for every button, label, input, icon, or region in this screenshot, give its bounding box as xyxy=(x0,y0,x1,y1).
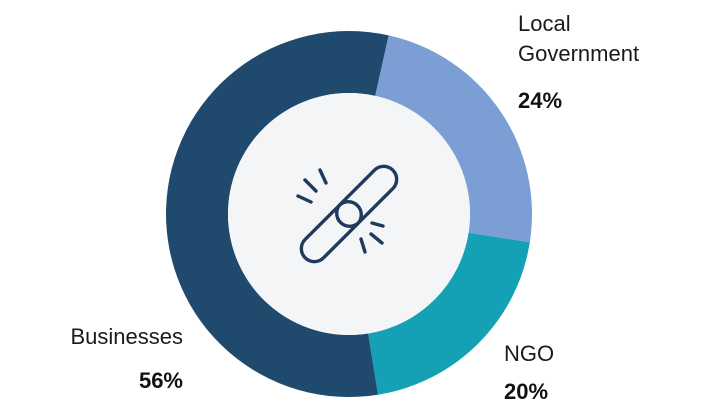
chain-link-icon xyxy=(296,164,399,264)
slice-label-ngo: NGO xyxy=(504,341,554,366)
slice-value-ngo: 20% xyxy=(504,379,548,404)
donut-center xyxy=(228,93,470,335)
slice-ngo xyxy=(368,232,530,395)
slice-local-government xyxy=(375,35,532,243)
slice-businesses xyxy=(166,30,389,397)
donut-slices xyxy=(166,30,532,397)
slice-value-businesses: 56% xyxy=(139,368,183,393)
slice-label-local-government: Local Government xyxy=(518,11,639,66)
slice-label-businesses: Businesses xyxy=(70,324,183,349)
slice-value-local-government: 24% xyxy=(518,88,562,113)
